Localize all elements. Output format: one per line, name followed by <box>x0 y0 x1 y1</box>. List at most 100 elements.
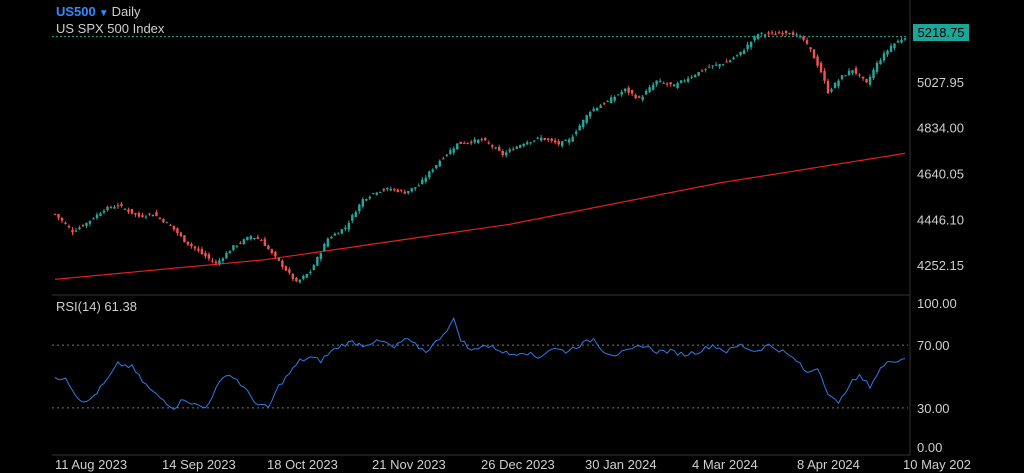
candle <box>795 32 798 37</box>
candle-body <box>389 188 393 191</box>
candle <box>127 207 130 214</box>
candle-body <box>592 108 595 111</box>
candle <box>309 269 312 276</box>
candle-body <box>270 249 274 254</box>
candle-body <box>361 199 365 207</box>
symbol-selector[interactable]: US500 <box>56 4 96 19</box>
candle <box>886 49 889 57</box>
candle <box>155 209 158 217</box>
candle <box>529 141 532 145</box>
candle <box>337 232 340 235</box>
candle <box>270 248 274 255</box>
candle <box>865 78 868 83</box>
candle <box>830 87 833 94</box>
candle <box>358 203 361 214</box>
candle-body <box>718 64 721 67</box>
candle-body <box>539 137 543 141</box>
candle-body <box>833 82 837 89</box>
candle <box>826 78 830 94</box>
candle-body <box>770 32 774 34</box>
candle <box>798 34 802 39</box>
candle <box>389 186 393 192</box>
candle <box>858 73 861 78</box>
candle <box>819 60 823 74</box>
candle <box>95 212 99 220</box>
candle-body <box>886 50 889 55</box>
candle-body <box>816 56 819 66</box>
candle-body <box>197 248 200 251</box>
candle <box>634 93 637 100</box>
candle-body <box>512 149 515 151</box>
candle <box>788 32 791 35</box>
candle <box>707 64 711 68</box>
candle-body <box>200 249 204 254</box>
candle-body <box>707 66 711 68</box>
candle <box>260 238 263 241</box>
candle <box>581 119 585 130</box>
candle-body <box>71 229 74 233</box>
candle-body <box>193 246 197 249</box>
candle <box>365 198 368 202</box>
candle-body <box>368 196 372 199</box>
candle-body <box>519 145 522 148</box>
candle-body <box>400 189 403 191</box>
candle-body <box>665 83 669 85</box>
candle-body <box>438 160 441 167</box>
candle-body <box>172 225 176 230</box>
candle <box>106 205 109 212</box>
candle-body <box>644 91 648 95</box>
candle <box>288 267 291 275</box>
candle <box>833 81 837 89</box>
candle <box>396 188 400 193</box>
candle <box>732 56 735 60</box>
candle <box>92 217 95 220</box>
candle-body <box>424 177 428 182</box>
candle-body <box>109 206 113 208</box>
candle-body <box>515 146 518 149</box>
candle-body <box>854 68 858 74</box>
candle <box>609 95 613 104</box>
candle <box>763 33 767 39</box>
candle-body <box>183 235 186 243</box>
candle <box>739 51 742 57</box>
candle <box>246 236 249 241</box>
candle-body <box>574 131 578 134</box>
candle <box>291 273 295 282</box>
candle-body <box>232 245 235 251</box>
candle-body <box>323 244 326 252</box>
candle <box>711 65 714 69</box>
candle <box>585 114 588 125</box>
candle-body <box>690 76 693 78</box>
candle <box>463 141 466 145</box>
candle <box>595 107 599 112</box>
candle <box>67 224 71 229</box>
candle <box>501 149 504 158</box>
candle <box>281 259 284 270</box>
candle <box>305 273 309 278</box>
candle <box>753 35 756 43</box>
candle <box>644 89 648 95</box>
candle <box>78 225 81 230</box>
candle <box>386 187 389 192</box>
candle <box>60 217 64 223</box>
candle-body <box>858 74 861 76</box>
candle-body <box>704 68 707 70</box>
candle <box>599 103 602 109</box>
candle <box>123 207 127 211</box>
candle-body <box>599 105 602 109</box>
timeframe-label[interactable]: Daily <box>111 4 141 19</box>
candle <box>658 78 662 83</box>
candle-body <box>449 150 452 155</box>
chevron-down-icon[interactable]: ▼ <box>98 8 109 19</box>
candle-body <box>242 239 246 244</box>
candle-body <box>211 260 214 262</box>
price-tick-label: 4252.15 <box>917 258 964 273</box>
candle <box>592 106 595 112</box>
candle <box>679 80 683 84</box>
candle <box>690 74 693 80</box>
candle <box>756 33 760 41</box>
candle-body <box>295 277 298 282</box>
candle <box>749 41 753 50</box>
candle-body <box>844 75 847 77</box>
